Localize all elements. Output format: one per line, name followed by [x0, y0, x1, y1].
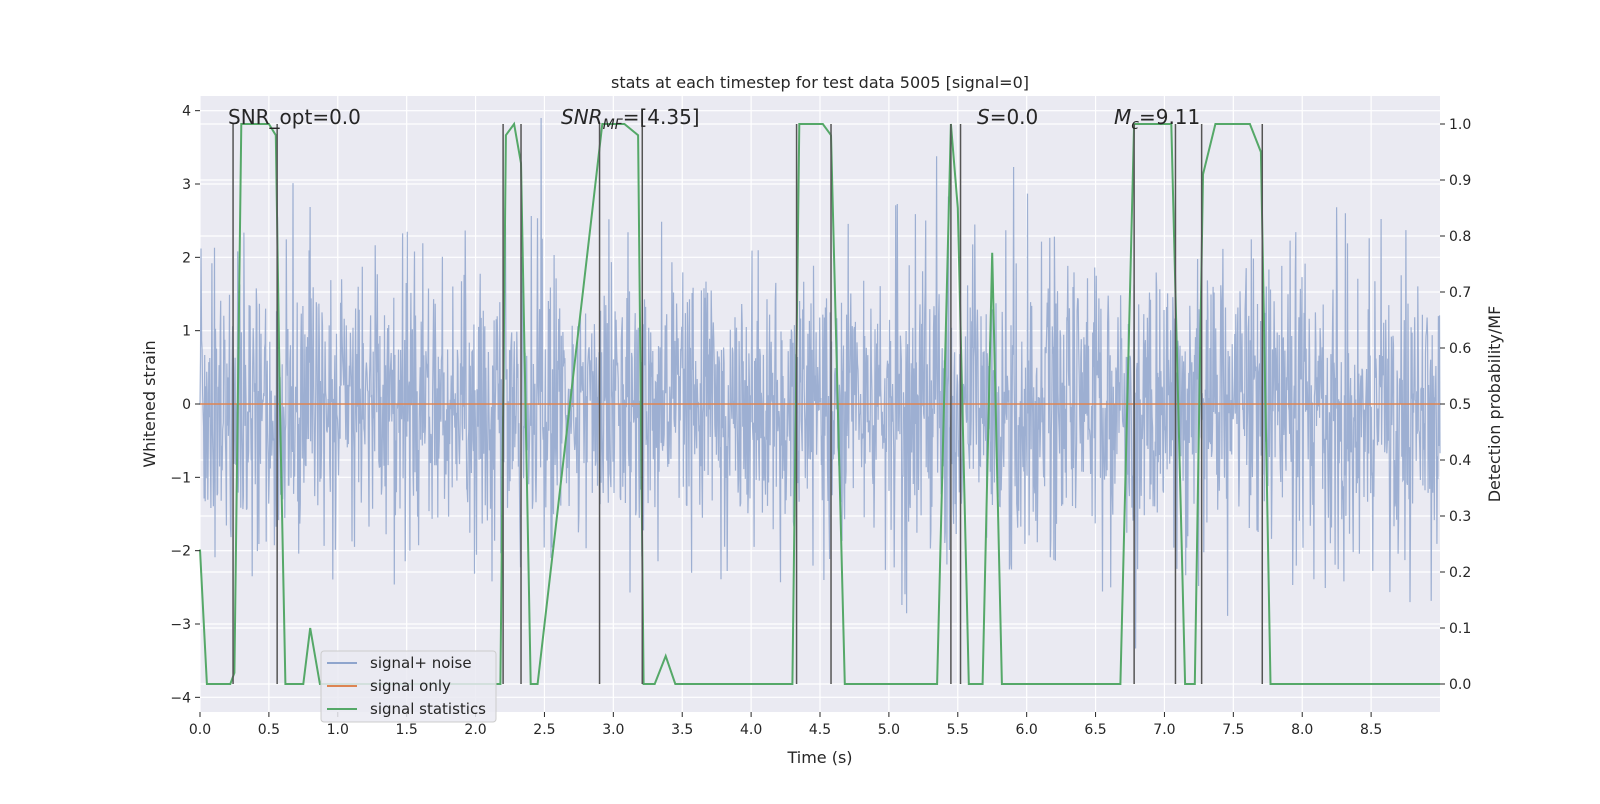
y-axis-left-label: Whitened strain — [140, 340, 159, 467]
y-axis-right-label: Detection probability/MF — [1485, 306, 1504, 503]
y-right-tick-label-4: 0.6 — [1449, 341, 1471, 357]
legend-box — [320, 650, 497, 723]
y-left-tick-label-8: −4 — [170, 690, 191, 706]
x-tick-label-17: 8.5 — [1360, 722, 1382, 738]
x-tick-label-13: 6.5 — [1084, 722, 1106, 738]
y-right-tick-label-5: 0.5 — [1449, 397, 1471, 413]
y-right-tick-label-6: 0.4 — [1449, 453, 1471, 469]
y-left-tick-label-5: −1 — [170, 470, 191, 486]
y-right-tick-label-7: 0.3 — [1449, 509, 1471, 525]
x-axis: 0.0 0.5 1.0 1.5 2.0 2.5 3.0 3.5 4.0 4.5 5.0 5.5 6.0 6… — [189, 712, 1382, 738]
y-right-tick-label-9: 0.1 — [1449, 621, 1471, 637]
series-layer — [199, 121, 1440, 685]
annotation-s-value: =0.0 — [990, 105, 1039, 129]
x-tick-label-1: 0.5 — [258, 722, 280, 738]
y-right-tick-label-3: 0.7 — [1449, 285, 1471, 301]
annotation-mc-sub: c — [1131, 117, 1139, 133]
y-left-tick-label-0: 4 — [182, 104, 191, 120]
x-axis-label: Time (s) — [786, 748, 852, 767]
x-tick-label-12: 6.0 — [1016, 722, 1038, 738]
y-left-tick-label-2: 2 — [182, 250, 191, 266]
chart-title: stats at each timestep for test data 500… — [611, 73, 1029, 92]
x-tick-label-0: 0.0 — [189, 722, 211, 738]
series-signal-statistics-line — [199, 121, 1440, 685]
x-tick-label-8: 4.0 — [740, 722, 762, 738]
x-tick-label-4: 2.0 — [464, 722, 486, 738]
x-tick-label-10: 5.0 — [878, 722, 900, 738]
legend: signal+ noise signal only signal statist… — [320, 650, 497, 723]
y-left-tick-label-7: −3 — [170, 617, 191, 633]
y-axis-left: 4 3 2 1 0 −1 −2 −3 −4 — [170, 104, 200, 706]
y-right-tick-label-8: 0.2 — [1449, 565, 1471, 581]
x-tick-label-9: 4.5 — [809, 722, 831, 738]
legend-label-signal-statistics: signal statistics — [370, 700, 486, 718]
y-left-tick-label-4: 0 — [182, 397, 191, 413]
x-tick-label-3: 1.5 — [396, 722, 418, 738]
annotation-s-base: S — [977, 105, 990, 129]
annotation-mc: Mc=9.11 — [1114, 105, 1200, 133]
annotation-snr-opt: SNR_opt=0.0 — [228, 105, 361, 129]
annotation-group: SNR_opt=0.0 SNRMF=[4.35] S=0.0 Mc=9.11 — [228, 105, 1200, 133]
y-left-tick-label-3: 1 — [182, 324, 191, 340]
y-left-tick-label-1: 3 — [182, 177, 191, 193]
annotation-mc-base: M — [1114, 105, 1131, 129]
y-right-tick-label-0: 1.0 — [1449, 117, 1471, 133]
y-right-tick-label-1: 0.9 — [1449, 173, 1471, 189]
annotation-mc-value: =9.11 — [1139, 105, 1200, 129]
annotation-snr-mf-sub: MF — [603, 117, 624, 133]
annotation-s: S=0.0 — [977, 105, 1038, 129]
x-tick-label-15: 7.5 — [1222, 722, 1244, 738]
annotation-snr-mf-base: SNR — [561, 105, 603, 129]
legend-label-signal-noise: signal+ noise — [370, 654, 472, 672]
x-tick-label-7: 3.5 — [671, 722, 693, 738]
x-tick-label-6: 3.0 — [602, 722, 624, 738]
x-tick-label-2: 1.0 — [327, 722, 349, 738]
series-signal-noise-line — [199, 117, 1441, 649]
y-right-tick-label-10: 0.0 — [1449, 677, 1471, 693]
y-left-tick-label-6: −2 — [170, 544, 191, 560]
legend-label-signal-only: signal only — [370, 677, 451, 695]
x-tick-label-5: 2.5 — [533, 722, 555, 738]
x-tick-label-11: 5.5 — [947, 722, 969, 738]
annotation-snr-mf: SNRMF=[4.35] — [561, 105, 700, 133]
x-tick-label-14: 7.0 — [1153, 722, 1175, 738]
vertical-markers — [232, 124, 1264, 684]
noise-series — [199, 117, 1441, 649]
y-right-tick-label-2: 0.8 — [1449, 229, 1471, 245]
annotation-snr-mf-value: =[4.35] — [623, 105, 700, 129]
y-axis-right: 1.0 0.9 0.8 0.7 0.6 0.5 0.4 0.3 0.2 0.1 0.0 — [1440, 117, 1471, 693]
x-tick-label-16: 8.0 — [1291, 722, 1313, 738]
